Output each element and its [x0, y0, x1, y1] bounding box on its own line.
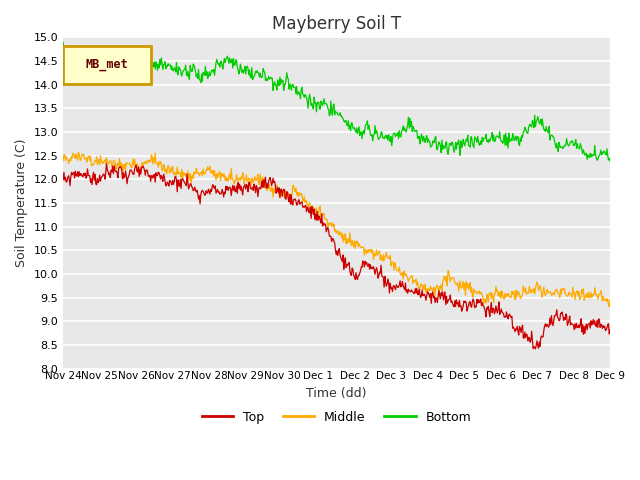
Title: Mayberry Soil T: Mayberry Soil T	[272, 15, 401, 33]
X-axis label: Time (dd): Time (dd)	[307, 387, 367, 400]
FancyBboxPatch shape	[63, 46, 150, 84]
Legend: Top, Middle, Bottom: Top, Middle, Bottom	[196, 406, 476, 429]
Y-axis label: Soil Temperature (C): Soil Temperature (C)	[15, 139, 28, 267]
Text: MB_met: MB_met	[86, 59, 128, 72]
